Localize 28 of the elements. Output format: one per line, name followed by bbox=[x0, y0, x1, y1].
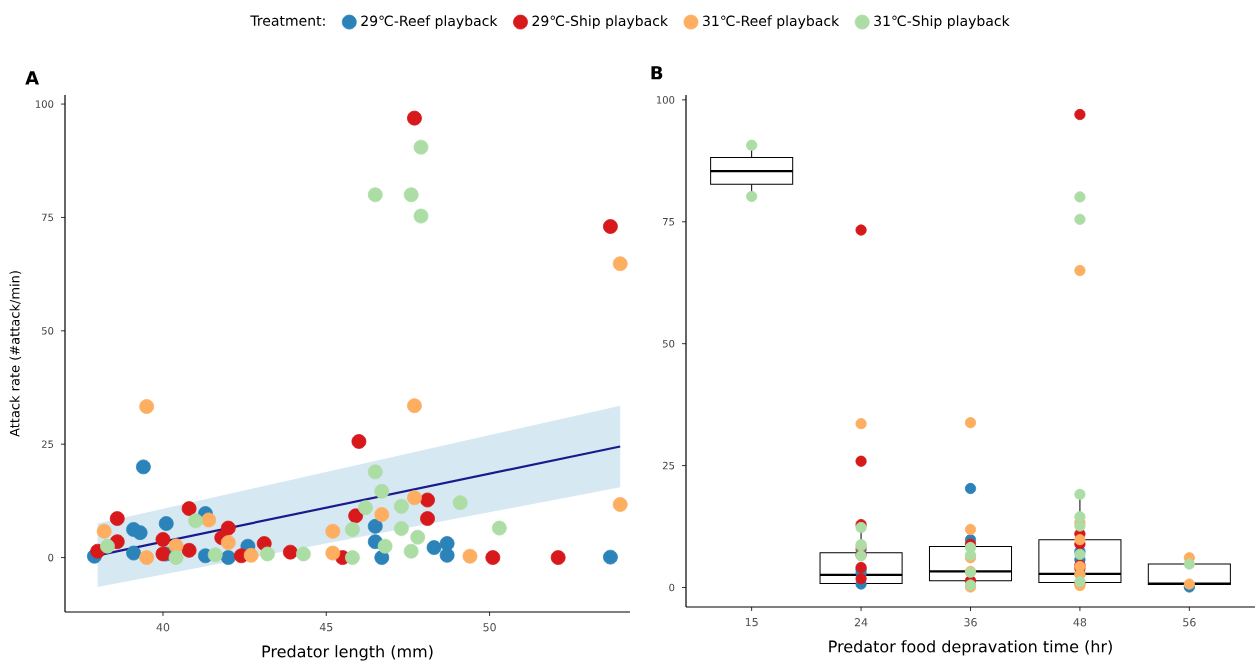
x-tick-label: 48 bbox=[1073, 617, 1087, 627]
x-tick-label: 50 bbox=[483, 622, 496, 632]
y-axis-title: Attack rate (#attack/min) bbox=[9, 271, 22, 437]
y-tick-label: 25 bbox=[41, 440, 54, 448]
x-tick-label: 45 bbox=[319, 622, 333, 632]
y-tick-label: 75 bbox=[663, 217, 675, 226]
y-tick-label: 25 bbox=[662, 461, 675, 470]
y-tick-label: 100 bbox=[35, 100, 54, 108]
x-axis-title: Predator food depravation time (hr) bbox=[829, 640, 1112, 656]
y-tick-label: 75 bbox=[42, 213, 54, 222]
legend-label: 29℃-Reef playback bbox=[361, 15, 498, 29]
x-tick-label: 24 bbox=[854, 617, 868, 627]
legend-label: 31℃-Ship playback bbox=[874, 15, 1010, 29]
chart-title: A bbox=[25, 71, 40, 85]
x-tick-label: 36 bbox=[964, 617, 977, 627]
y-tick-label: 50 bbox=[663, 339, 675, 348]
y-tick-label: 100 bbox=[656, 95, 675, 104]
chart-title: B bbox=[651, 66, 663, 80]
x-axis-title: Predator length (mm) bbox=[262, 645, 433, 661]
y-tick-label: 0 bbox=[48, 553, 54, 562]
y-tick-label: 50 bbox=[42, 326, 54, 335]
x-tick-label: 15 bbox=[745, 617, 758, 627]
y-tick-label: 0 bbox=[669, 583, 675, 592]
legend-title: Treatment: bbox=[250, 15, 325, 26]
x-tick-label: 40 bbox=[156, 622, 170, 632]
legend-label: 29℃-Ship playback bbox=[532, 15, 668, 29]
legend-label: 31℃-Reef playback bbox=[703, 15, 840, 29]
x-tick-label: 56 bbox=[1183, 617, 1196, 627]
